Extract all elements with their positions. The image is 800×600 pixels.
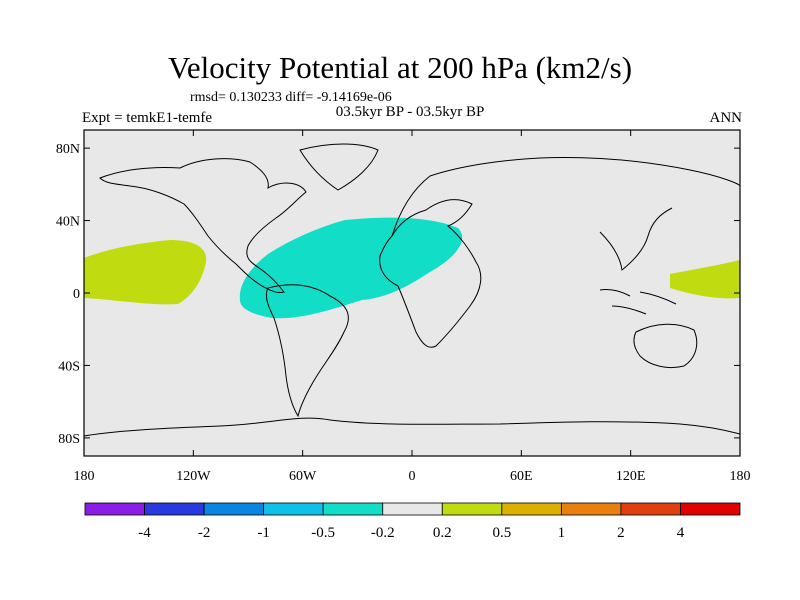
antarctica-coast: [83, 417, 741, 437]
period-label: 03.5kyr BP - 03.5kyr BP: [335, 104, 485, 120]
lat-tick-label: 80N: [56, 142, 80, 157]
colorbar-labels: -4 -2 -1 -0.5 -0.2 0.2 0.5 1 2 4: [138, 525, 684, 541]
colorbar-swatch: [382, 502, 443, 516]
experiment-label: Expt = temkE1-temfe: [82, 110, 213, 126]
south-america-coast: [265, 284, 349, 418]
positive-anomaly-pacific-east: [84, 240, 207, 305]
negative-anomaly-atlantic: [239, 217, 463, 319]
colorbar-swatch: [84, 502, 145, 516]
colorbar-label: 2: [617, 525, 625, 541]
longitude-ticks: 180 120W 60W 0 60E 120E 180: [74, 130, 751, 484]
colorbar-label: 4: [677, 525, 685, 541]
lon-tick-label: 120W: [176, 469, 211, 484]
colorbar-swatch: [560, 502, 622, 516]
lat-tick-label: 0: [73, 287, 80, 302]
lon-tick-label: 180: [74, 469, 95, 484]
lat-tick-label: 40S: [58, 359, 80, 374]
season-label: ANN: [709, 110, 743, 126]
colorbar-label: 0.2: [433, 525, 452, 541]
latitude-ticks: 80N 40N 0 40S 80S: [56, 142, 740, 447]
coastlines: [83, 143, 741, 437]
australia-coast: [633, 323, 698, 369]
colorbar-swatch: [441, 502, 503, 516]
colorbar: [84, 502, 741, 516]
lon-tick-label: 120E: [616, 469, 646, 484]
colorbar-label: 1: [558, 525, 566, 541]
colorbar-label: -0.2: [371, 525, 395, 541]
plot-title: Velocity Potential at 200 hPa (km2/s): [167, 50, 633, 85]
lon-tick-label: 60W: [289, 469, 317, 484]
colorbar-label: -1: [257, 525, 270, 541]
lat-tick-label: 80S: [58, 432, 80, 447]
colorbar-label: -0.5: [311, 525, 335, 541]
north-america-coast: [99, 158, 307, 293]
lon-tick-label: 60E: [510, 469, 533, 484]
lat-tick-label: 40N: [56, 215, 80, 230]
positive-anomaly-pacific-west: [670, 260, 740, 299]
colorbar-swatch: [203, 502, 265, 516]
maritime-continent-coast: [599, 289, 677, 315]
colorbar-swatch: [620, 502, 681, 516]
colorbar-swatch: [501, 502, 562, 516]
eurasia-coast: [391, 157, 741, 271]
colorbar-label: -2: [198, 525, 211, 541]
colorbar-swatch: [144, 502, 205, 516]
greenland-coast: [299, 143, 379, 191]
colorbar-swatch: [263, 502, 324, 516]
colorbar-label: 0.5: [492, 525, 511, 541]
lon-tick-label: 180: [730, 469, 751, 484]
lon-tick-label: 0: [409, 469, 416, 484]
map-background: [84, 130, 740, 456]
stats-line: rmsd= 0.130233 diff= -9.14169e-06: [190, 90, 392, 105]
colorbar-swatch: [680, 502, 741, 516]
colorbar-swatch: [322, 502, 384, 516]
europe-africa-coast: [379, 199, 482, 348]
colorbar-label: -4: [138, 525, 151, 541]
